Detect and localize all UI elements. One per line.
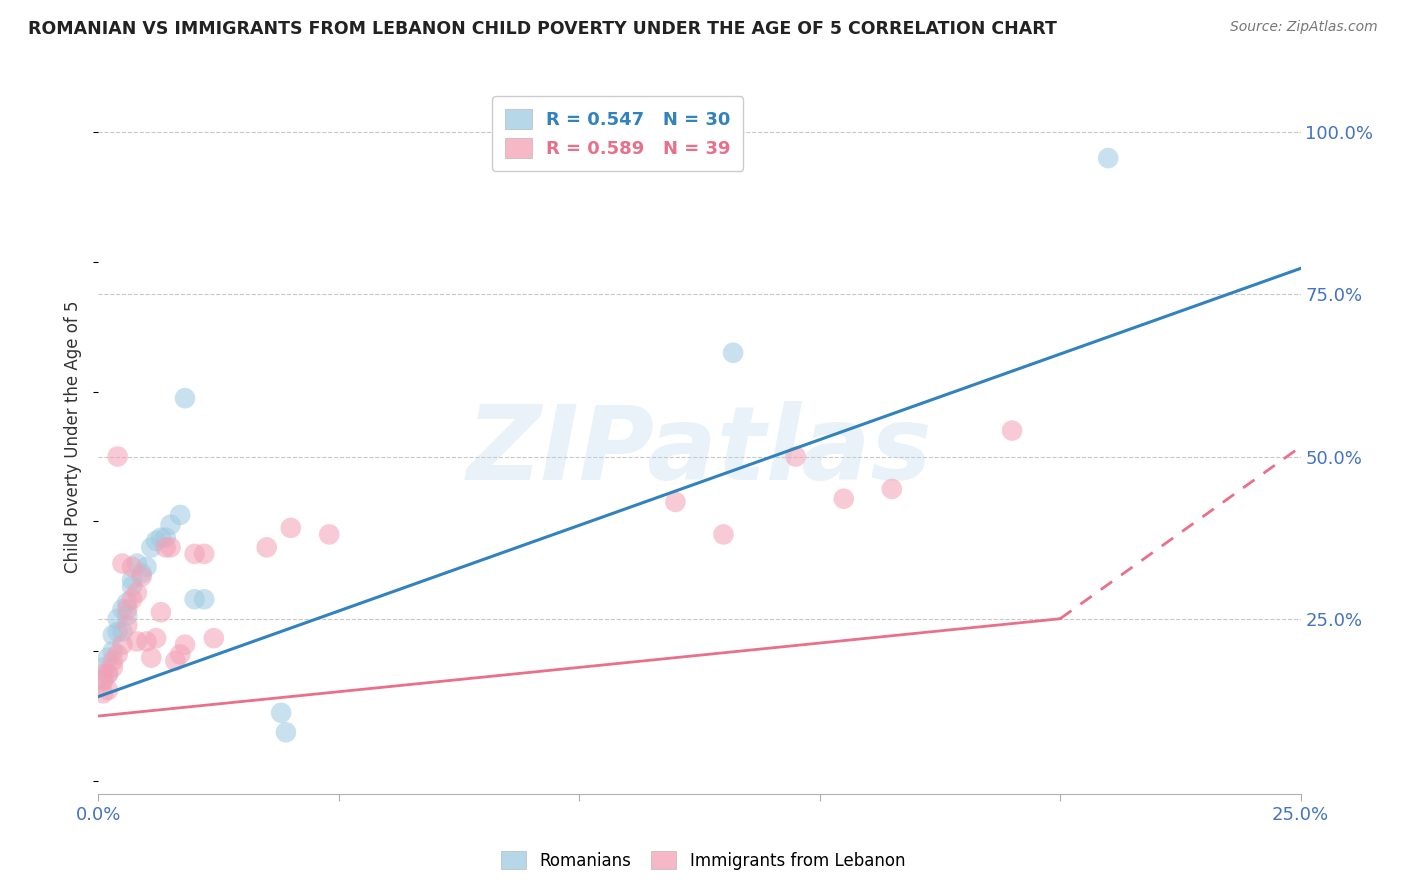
- Point: [125, 557, 148, 571]
- Text: ZIPatlas: ZIPatlas: [467, 401, 932, 502]
- Point: [131, 566, 153, 581]
- Point: [121, 559, 143, 574]
- Legend: R = 0.547   N = 30, R = 0.589   N = 39: R = 0.547 N = 30, R = 0.589 N = 39: [492, 96, 744, 170]
- Point: [159, 541, 181, 555]
- Point: [101, 628, 124, 642]
- Point: [97, 650, 120, 665]
- Text: Source: ZipAtlas.com: Source: ZipAtlas.com: [1230, 20, 1378, 34]
- Point: [97, 666, 120, 681]
- Point: [117, 608, 139, 623]
- Point: [149, 605, 172, 619]
- Point: [193, 592, 215, 607]
- Y-axis label: Child Poverty Under the Age of 5: Child Poverty Under the Age of 5: [65, 301, 83, 574]
- Point: [125, 634, 148, 648]
- Point: [107, 648, 129, 662]
- Point: [117, 602, 139, 616]
- Point: [155, 541, 177, 555]
- Point: [107, 624, 129, 639]
- Point: [91, 660, 114, 674]
- Point: [91, 686, 114, 700]
- Point: [165, 654, 187, 668]
- Point: [141, 541, 163, 555]
- Point: [193, 547, 215, 561]
- Point: [135, 559, 157, 574]
- Point: [174, 638, 197, 652]
- Point: [131, 569, 153, 583]
- Point: [785, 450, 807, 464]
- Point: [111, 602, 134, 616]
- Point: [135, 634, 157, 648]
- Point: [111, 624, 134, 639]
- Point: [174, 391, 197, 405]
- Point: [721, 345, 744, 359]
- Point: [713, 527, 735, 541]
- Point: [880, 482, 903, 496]
- Point: [117, 595, 139, 609]
- Point: [664, 495, 686, 509]
- Point: [121, 573, 143, 587]
- Point: [183, 592, 205, 607]
- Point: [97, 666, 120, 681]
- Point: [91, 673, 114, 688]
- Point: [97, 683, 120, 698]
- Point: [159, 517, 181, 532]
- Point: [318, 527, 340, 541]
- Point: [832, 491, 855, 506]
- Point: [274, 725, 297, 739]
- Point: [256, 541, 278, 555]
- Point: [91, 673, 114, 688]
- Point: [145, 631, 167, 645]
- Point: [145, 533, 167, 548]
- Point: [183, 547, 205, 561]
- Point: [202, 631, 225, 645]
- Point: [169, 648, 191, 662]
- Point: [1097, 151, 1119, 165]
- Point: [149, 531, 172, 545]
- Point: [155, 531, 177, 545]
- Point: [107, 612, 129, 626]
- Point: [1001, 424, 1024, 438]
- Point: [111, 557, 134, 571]
- Point: [121, 592, 143, 607]
- Point: [117, 618, 139, 632]
- Point: [111, 638, 134, 652]
- Text: ROMANIAN VS IMMIGRANTS FROM LEBANON CHILD POVERTY UNDER THE AGE OF 5 CORRELATION: ROMANIAN VS IMMIGRANTS FROM LEBANON CHIL…: [28, 20, 1057, 37]
- Point: [101, 654, 124, 668]
- Point: [280, 521, 302, 535]
- Legend: Romanians, Immigrants from Lebanon: Romanians, Immigrants from Lebanon: [495, 845, 911, 877]
- Point: [91, 666, 114, 681]
- Point: [169, 508, 191, 522]
- Point: [121, 579, 143, 593]
- Point: [125, 586, 148, 600]
- Point: [141, 650, 163, 665]
- Point: [270, 706, 292, 720]
- Point: [107, 450, 129, 464]
- Point: [101, 644, 124, 658]
- Point: [101, 660, 124, 674]
